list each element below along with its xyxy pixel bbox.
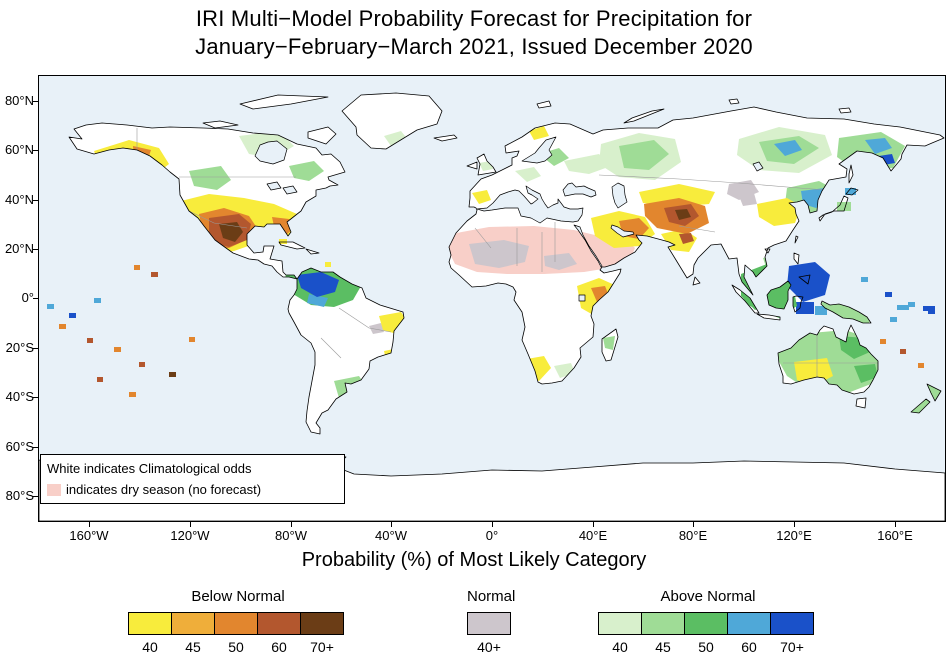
latitude-label: 20°N (4, 241, 34, 256)
longitude-label: 40°E (578, 528, 608, 543)
lat-tick (33, 101, 38, 102)
legend-swatch (727, 612, 771, 635)
lon-tick (89, 522, 90, 527)
legend-value: 40+ (477, 639, 501, 655)
legend-title-below-normal: Below Normal (191, 588, 285, 605)
lon-tick (895, 522, 896, 527)
legend-swatch-row (598, 612, 818, 635)
lat-tick (33, 447, 38, 448)
latitude-label: 0° (21, 290, 34, 305)
latitude-label: 80°N (4, 93, 34, 108)
legend-above-normal: Above Normal 40 45 50 60 70+ (598, 588, 818, 655)
longitude-label: 40°W (375, 528, 407, 543)
legend-title-above-normal: Above Normal (660, 588, 756, 605)
title-line-1: IRI Multi−Model Probability Forecast for… (195, 6, 753, 31)
lon-tick (593, 522, 594, 527)
note-line-2: indicates dry season (no forecast) (47, 479, 344, 500)
page-title: IRI Multi−Model Probability Forecast for… (0, 5, 948, 61)
title-line-2: January−February−March 2021, Issued Dece… (195, 34, 753, 59)
lat-tick (33, 496, 38, 497)
legend-value: 70+ (310, 639, 334, 655)
longitude-label: 120°E (776, 528, 812, 543)
lon-tick (190, 522, 191, 527)
legend-swatch (598, 612, 642, 635)
legend-swatch-row (467, 612, 511, 635)
legend-swatch (467, 612, 511, 635)
legend-swatch (214, 612, 258, 635)
map-frame: White indicates Climatological odds indi… (38, 75, 946, 522)
legend-swatch (171, 612, 215, 635)
longitude-label: 80°W (275, 528, 307, 543)
legend-swatch (770, 612, 814, 635)
lat-tick (33, 249, 38, 250)
legend-normal: Normal 40+ (467, 588, 516, 655)
legend-value: 40 (612, 639, 628, 655)
lat-tick (33, 397, 38, 398)
longitude-label: 160°W (69, 528, 109, 543)
lat-tick (33, 200, 38, 201)
legend-value-row: 40+ (467, 639, 511, 655)
note-line-2-text: indicates dry season (no forecast) (66, 482, 262, 497)
lon-tick (492, 522, 493, 527)
longitude-label: 80°E (678, 528, 708, 543)
longitude-label: 160°E (877, 528, 913, 543)
legend-below-normal: Below Normal 40 45 50 60 70+ (128, 588, 348, 655)
latitude-label: 80°S (5, 488, 34, 503)
legend-swatch (128, 612, 172, 635)
dry-season-swatch (47, 484, 61, 496)
legend-value: 60 (741, 639, 757, 655)
lat-tick (33, 348, 38, 349)
legend-swatch-row (128, 612, 348, 635)
legend-value: 40 (142, 639, 158, 655)
lon-tick (693, 522, 694, 527)
legend-value: 60 (271, 639, 287, 655)
lon-tick (291, 522, 292, 527)
latitude-label: 40°N (4, 192, 34, 207)
latitude-label: 40°S (5, 389, 34, 404)
lon-tick (391, 522, 392, 527)
map-note-box: White indicates Climatological odds indi… (40, 454, 345, 504)
longitude-label: 120°W (170, 528, 210, 543)
legend-swatch (300, 612, 344, 635)
legend-value-row: 40 45 50 60 70+ (598, 639, 818, 655)
legend-value: 45 (655, 639, 671, 655)
legend-value: 50 (228, 639, 244, 655)
lat-tick (33, 298, 38, 299)
longitude-label: 0° (485, 528, 499, 543)
seas-and-lakes (254, 136, 764, 302)
legend-title-normal: Normal (467, 588, 516, 605)
latitude-label: 60°N (4, 142, 34, 157)
lon-tick (794, 522, 795, 527)
legend-swatch (684, 612, 728, 635)
legend-value: 70+ (780, 639, 804, 655)
legend-swatch (257, 612, 301, 635)
world-map-svg (39, 76, 945, 521)
legend-value: 45 (185, 639, 201, 655)
latitude-label: 60°S (5, 439, 34, 454)
latitude-label: 20°S (5, 340, 34, 355)
legend-value: 50 (698, 639, 714, 655)
legend-swatch (641, 612, 685, 635)
lat-tick (33, 150, 38, 151)
colorbar-title: Probability (%) of Most Likely Category (301, 549, 647, 571)
note-line-1: White indicates Climatological odds (47, 461, 252, 476)
country-borders (136, 128, 879, 392)
legend-value-row: 40 45 50 60 70+ (128, 639, 348, 655)
